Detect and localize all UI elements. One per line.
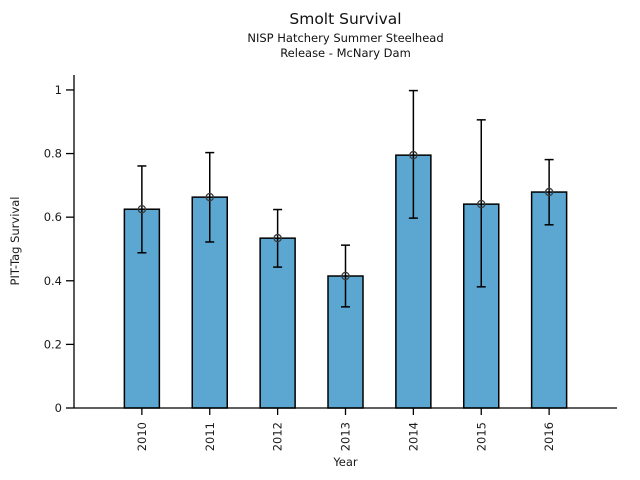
title-block: Smolt Survival NISP Hatchery Summer Stee… bbox=[74, 10, 617, 61]
x-tick-label: 2015 bbox=[474, 422, 488, 451]
x-tick-label: 2013 bbox=[339, 422, 353, 451]
y-tick-label: 0.6 bbox=[44, 210, 62, 224]
chart-subtitle-line2: Release - McNary Dam bbox=[280, 45, 411, 60]
y-tick-label: 0 bbox=[55, 401, 62, 415]
data-marker bbox=[544, 187, 554, 197]
x-tick-label: 2016 bbox=[542, 422, 556, 451]
x-tick-label: 2014 bbox=[406, 422, 420, 451]
chart-title: Smolt Survival bbox=[289, 10, 402, 28]
y-tick-label: 0.4 bbox=[44, 274, 62, 288]
x-axis-label: Year bbox=[333, 455, 358, 469]
y-tick-label: 0.2 bbox=[44, 337, 62, 351]
x-tick-label: 2010 bbox=[135, 422, 149, 451]
y-tick-label: 1 bbox=[55, 83, 62, 97]
data-marker bbox=[341, 271, 350, 281]
y-tick-label: 0.8 bbox=[44, 147, 62, 161]
x-tick-label: 2011 bbox=[203, 422, 217, 451]
data-marker bbox=[137, 204, 147, 214]
data-marker bbox=[476, 199, 486, 209]
chart-subtitle-line1: NISP Hatchery Summer Steelhead bbox=[247, 30, 444, 45]
x-tick-label: 2012 bbox=[271, 422, 285, 451]
data-marker bbox=[205, 192, 214, 202]
data-marker bbox=[409, 150, 418, 160]
data-marker bbox=[273, 233, 282, 243]
